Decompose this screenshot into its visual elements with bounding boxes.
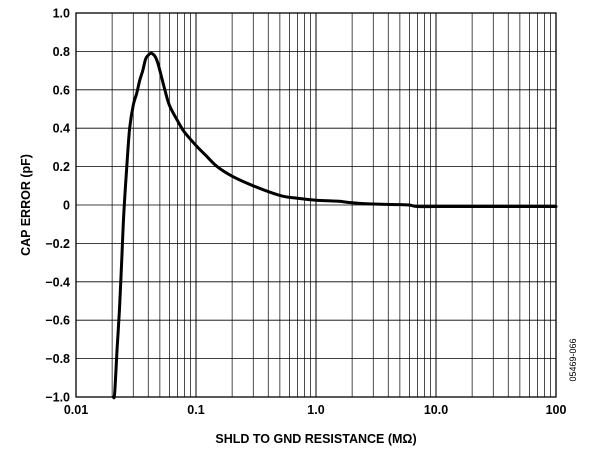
x-axis-title: SHLD TO GND RESISTANCE (MΩ) [215, 432, 416, 446]
y-axis-title: CAP ERROR (pF) [19, 154, 33, 256]
y-tick-label: 0.4 [53, 122, 70, 136]
x-tick-label: 0.1 [187, 403, 204, 417]
y-tick-label: 0.8 [53, 45, 70, 59]
y-tick-label: 0.6 [53, 83, 70, 97]
grid [75, 12, 556, 398]
y-tick-label: −0.8 [45, 352, 70, 366]
x-tick-label: 0.01 [64, 403, 88, 417]
y-tick-label: 0 [63, 199, 70, 213]
y-tick-label: −0.6 [45, 314, 70, 328]
series-line [111, 51, 558, 400]
y-tick-label: −1.0 [45, 391, 70, 405]
y-tick-label: 0.2 [53, 160, 70, 174]
plot-frame [75, 12, 557, 398]
figure-id-label: 05469-066 [568, 338, 578, 381]
x-tick-label: 1.0 [307, 403, 324, 417]
x-tick-label: 100 [546, 403, 567, 417]
x-tick-labels: 0.01 0.1 1.0 10.0 100 [64, 403, 567, 417]
y-tick-labels: 1.0 0.8 0.6 0.4 0.2 0 −0.2 −0.4 −0.6 −0.8 −1.0 [45, 7, 70, 405]
x-tick-label: 10.0 [424, 403, 448, 417]
y-tick-label: 1.0 [53, 7, 70, 21]
series-layer [111, 51, 558, 400]
y-tick-label: −0.2 [45, 237, 70, 251]
y-tick-label: −0.4 [45, 275, 70, 289]
